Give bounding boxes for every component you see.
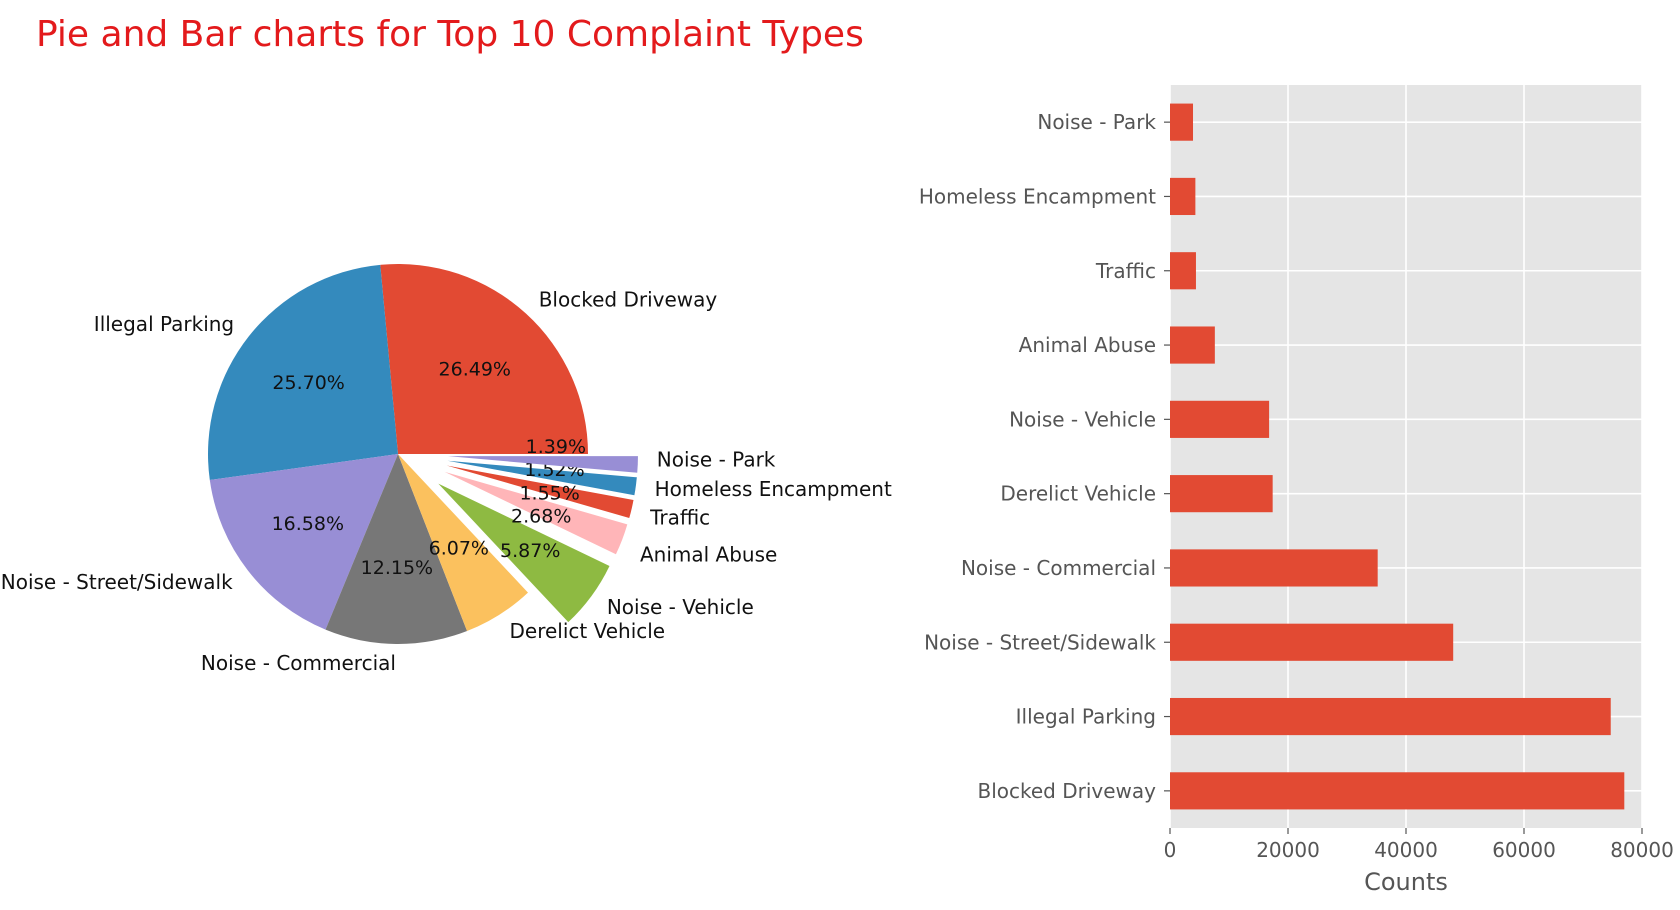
pie-slice-traffic (446, 465, 634, 519)
pie-pct-label-illegal-parking: 25.70% (272, 372, 344, 394)
pie-label-noise-vehicle: Noise - Vehicle (607, 595, 754, 619)
pie-label-animal-abuse: Animal Abuse (640, 542, 777, 566)
pie-slice-homeless-encampment (447, 460, 637, 496)
y-tick-label-noise-park: Noise - Park (1037, 110, 1156, 134)
pie-slice-noise-vehicle (438, 483, 610, 623)
pie-label-blocked-driveway: Blocked Driveway (539, 287, 718, 311)
pie-label-homeless-encampment: Homeless Encampment (655, 477, 892, 501)
pie-slice-blocked-driveway (380, 264, 588, 454)
pie-slice-derelict-vehicle (398, 454, 528, 632)
pie-slice-noise-street-sidewalk (209, 454, 398, 630)
pie-pct-label-derelict-vehicle: 6.07% (429, 537, 489, 559)
y-tick-label-noise-vehicle: Noise - Vehicle (1009, 407, 1156, 431)
bar-noise-vehicle (1170, 400, 1270, 438)
y-tick-label-derelict-vehicle: Derelict Vehicle (1000, 482, 1156, 506)
pie-slice-illegal-parking (207, 264, 398, 481)
bar-noise-commercial (1170, 549, 1378, 587)
pie-label-noise-commercial: Noise - Commercial (201, 651, 396, 675)
bar-noise-park (1170, 103, 1194, 141)
bar-animal-abuse (1170, 326, 1215, 364)
bar-traffic (1170, 252, 1196, 290)
bar-homeless-encampment (1170, 177, 1196, 216)
pie-slice-animal-abuse (444, 471, 628, 555)
y-tick-label-illegal-parking: Illegal Parking (1016, 705, 1156, 729)
y-tick-label-traffic: Traffic (1095, 259, 1156, 283)
pie-pct-label-noise-commercial: 12.15% (361, 557, 433, 579)
pie-label-noise-park: Noise - Park (657, 447, 776, 471)
pie-pct-label-blocked-driveway: 26.49% (439, 359, 511, 381)
pie-pct-label-noise-street-sidewalk: 16.58% (272, 513, 344, 535)
bar-blocked-driveway (1170, 772, 1625, 810)
pie-label-illegal-parking: Illegal Parking (94, 312, 234, 336)
figure-title: Pie and Bar charts for Top 10 Complaint … (36, 14, 864, 55)
x-tick-label-0: 0 (1164, 838, 1177, 862)
pie-slice-noise-commercial (325, 454, 468, 644)
pie-label-derelict-vehicle: Derelict Vehicle (509, 619, 665, 643)
x-tick-label-60000: 60000 (1492, 838, 1556, 862)
x-axis-label: Counts (1364, 868, 1448, 896)
bar-chart: 0 20000 40000 60000 80000 Blocked Driveway Ill… (919, 85, 1674, 896)
pie-label-noise-street-sidewalk: Noise - Street/Sidewalk (1, 570, 233, 594)
pie-slice-noise-park (447, 456, 638, 473)
x-tick-label-40000: 40000 (1374, 838, 1438, 862)
pie-pct-label-noise-park: 1.39% (526, 436, 586, 458)
bar-derelict-vehicle (1170, 475, 1273, 513)
y-tick-label-blocked-driveway: Blocked Driveway (977, 779, 1156, 803)
pie-chart: 26.49% Blocked Driveway 25.70% Illegal Park… (1, 264, 892, 675)
x-tick-label-20000: 20000 (1256, 838, 1320, 862)
pie-pct-label-animal-abuse: 2.68% (511, 505, 571, 527)
y-tick-label-noise-street-sidewalk: Noise - Street/Sidewalk (924, 630, 1156, 654)
pie-pct-label-traffic: 1.55% (519, 483, 579, 505)
bar-noise-street-sidewalk (1170, 623, 1454, 661)
y-tick-label-animal-abuse: Animal Abuse (1019, 333, 1156, 357)
y-tick-label-homeless-encampment: Homeless Encampment (919, 184, 1156, 208)
y-tick-label-noise-commercial: Noise - Commercial (961, 556, 1156, 580)
pie-label-traffic: Traffic (649, 505, 710, 529)
pie-pct-label-noise-vehicle: 5.87% (500, 540, 560, 562)
bar-illegal-parking (1170, 697, 1611, 736)
x-tick-label-80000: 80000 (1610, 838, 1674, 862)
